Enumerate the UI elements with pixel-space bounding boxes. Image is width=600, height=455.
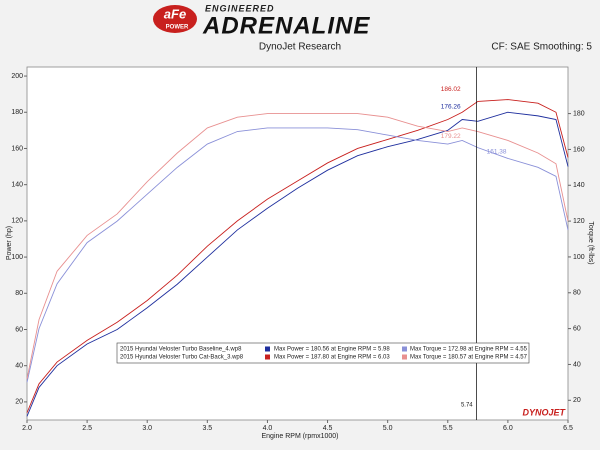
y2-tick-label: 60 [573,325,581,332]
legend-torque: Max Torque = 172.98 at Engine RPM = 4.55 [410,347,528,353]
cursor-label: 5.74 [461,403,473,409]
legend-box [116,342,530,364]
x-axis-title: Engine RPM (rpmx1000) [261,433,338,440]
legend-power: Max Power = 180.56 at Engine RPM = 5.98 [274,347,390,353]
line-series [26,111,569,417]
y-tick-label: 80 [15,290,23,297]
line-series [26,99,569,413]
x-tick-label: 5.5 [443,425,453,432]
line-series [26,113,569,379]
y-tick-label: 20 [15,399,23,406]
y-axis-title: Power (hp) [6,226,13,260]
source: DynoJet Research [259,42,341,53]
y2-tick-label: 160 [573,146,585,153]
y2-tick-label: 20 [573,397,581,404]
logo-sub: POWER [166,25,189,31]
x-tick-label: 2.5 [82,425,92,432]
annotation: 186.02 [441,86,461,93]
plot-area [26,66,569,421]
watermark: DYNOJET [522,407,566,417]
brand-top: ENGINEERED [205,3,275,13]
y2-tick-label: 80 [573,290,581,297]
x-tick-label: 3.0 [142,425,152,432]
logo: aFe [164,6,186,21]
x-tick-label: 2.0 [22,425,32,432]
legend-torque: Max Torque = 180.57 at Engine RPM = 4.57 [410,355,528,361]
annotation: 179.22 [441,133,461,140]
settings: CF: SAE Smoothing: 5 [491,42,592,53]
annotation: 176.26 [441,104,461,111]
annotation: 161.38 [487,149,507,156]
legend-name: 2015 Hyundai Veloster Turbo Cat-Back_3.w… [120,355,244,361]
legend-swatch [265,346,270,352]
legend-swatch [265,354,270,360]
x-tick-label: 3.5 [202,425,212,432]
legend-power: Max Power = 187.80 at Engine RPM = 6.03 [274,355,390,361]
x-tick-label: 4.5 [323,425,333,432]
y2-tick-label: 100 [573,254,585,261]
y-tick-label: 120 [11,218,23,225]
legend-swatch [402,354,407,360]
y-tick-label: 180 [11,109,23,116]
x-tick-label: 6.0 [503,425,513,432]
y2-axis-title: Torque (ft-lbs) [587,221,594,264]
line-series [26,127,569,383]
y-tick-label: 40 [15,363,23,370]
brand-main: ADRENALINE [202,12,370,39]
x-tick-label: 4.0 [263,425,273,432]
y-tick-label: 160 [11,145,23,152]
y2-tick-label: 140 [573,182,585,189]
logo-badge [153,5,197,33]
y2-tick-label: 120 [573,218,585,225]
y-tick-label: 200 [11,73,23,80]
x-tick-label: 5.0 [383,425,393,432]
y-tick-label: 140 [11,182,23,189]
x-tick-label: 6.5 [563,425,573,432]
y-tick-label: 60 [15,326,23,333]
y-tick-label: 100 [11,254,23,261]
y2-tick-label: 180 [573,110,585,117]
legend-name: 2015 Hyundai Veloster Turbo Baseline_4.w… [120,347,242,353]
legend-swatch [402,346,407,352]
y2-tick-label: 40 [573,361,581,368]
